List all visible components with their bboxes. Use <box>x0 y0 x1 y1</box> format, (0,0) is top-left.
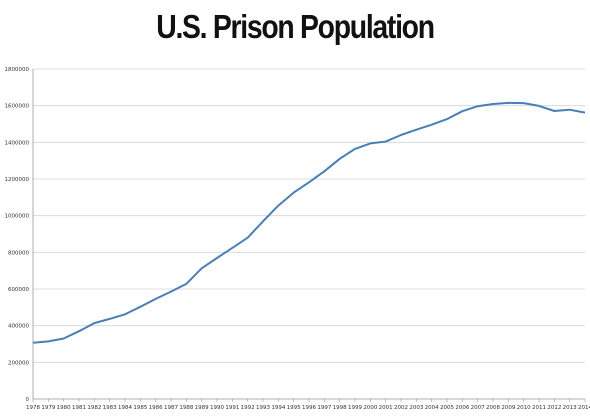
x-tick-label: 2010 <box>517 405 531 411</box>
y-tick-label: 1800000 <box>5 67 30 73</box>
x-tick-label: 1991 <box>225 405 239 411</box>
x-tick-label: 2009 <box>501 405 515 411</box>
data-point <box>385 141 387 143</box>
x-tick-label: 1983 <box>103 405 117 411</box>
x-tick-label: 1998 <box>333 405 347 411</box>
data-point <box>32 342 34 344</box>
y-tick-label: 0 <box>26 397 30 403</box>
data-point <box>507 102 509 104</box>
data-point <box>308 181 310 183</box>
series-line <box>32 101 586 344</box>
data-point <box>553 110 555 112</box>
data-point <box>339 158 341 160</box>
x-tick-label: 1993 <box>256 405 270 411</box>
x-tick-label: 1990 <box>210 405 224 411</box>
x-tick-label: 1997 <box>317 405 331 411</box>
data-point <box>477 105 479 107</box>
y-tick-label: 1000000 <box>5 214 30 220</box>
data-point <box>201 267 203 269</box>
data-point <box>63 338 65 340</box>
x-tick-label: 1980 <box>57 405 71 411</box>
data-point <box>446 118 448 120</box>
data-point <box>431 124 433 126</box>
data-point <box>47 340 49 342</box>
x-tick-label: 1978 <box>26 405 40 411</box>
x-tick-label: 2002 <box>394 405 408 411</box>
data-point <box>247 237 249 239</box>
x-tick-label: 2006 <box>455 405 469 411</box>
x-tick-label: 2013 <box>563 405 577 411</box>
data-point <box>78 330 80 332</box>
data-point <box>231 247 233 249</box>
x-tick-label: 1999 <box>348 405 362 411</box>
series-layer <box>32 101 586 344</box>
data-point <box>93 322 95 324</box>
data-point <box>400 134 402 136</box>
x-tick-label: 1992 <box>241 405 255 411</box>
chart-title: U.S. Prison Population <box>156 8 435 45</box>
y-tick-label: 1600000 <box>5 104 30 110</box>
x-tick-label: 2011 <box>532 405 546 411</box>
x-tick-label: 2003 <box>409 405 423 411</box>
data-point <box>185 283 187 285</box>
y-tick-label: 1400000 <box>5 140 30 146</box>
x-tick-label: 1994 <box>271 405 285 411</box>
data-point <box>584 112 586 114</box>
data-point <box>139 306 141 308</box>
data-point <box>170 291 172 293</box>
x-tick-label: 1986 <box>149 405 163 411</box>
x-tick-label: 2012 <box>547 405 561 411</box>
data-point <box>277 205 279 207</box>
data-point <box>109 318 111 320</box>
data-point <box>124 313 126 315</box>
x-tick-label: 2008 <box>486 405 500 411</box>
y-axis-tick-labels: 0 200000 400000 600000 800000 1000000 1200000 1… <box>5 67 30 403</box>
data-point <box>569 109 571 111</box>
data-point <box>323 170 325 172</box>
x-tick-label: 1988 <box>179 405 193 411</box>
x-tick-label: 1995 <box>287 405 301 411</box>
data-point <box>538 105 540 107</box>
x-tick-label: 1979 <box>41 405 55 411</box>
data-point <box>523 102 525 104</box>
x-tick-label: 2004 <box>425 405 439 411</box>
gridlines <box>32 68 586 402</box>
y-tick-label: 600000 <box>8 287 29 293</box>
y-tick-label: 400000 <box>8 324 29 330</box>
x-tick-label: 2007 <box>471 405 485 411</box>
data-point <box>369 142 371 144</box>
data-point <box>492 103 494 105</box>
data-point <box>293 192 295 194</box>
data-point <box>216 257 218 259</box>
x-axis-tick-labels: 1978 1979 1980 1981 1982 1983 1984 1985 1986 1987… <box>26 405 590 411</box>
data-point <box>354 148 356 150</box>
x-tick-label: 1989 <box>195 405 209 411</box>
y-tick-label: 200000 <box>8 360 29 366</box>
x-tick-label: 1987 <box>164 405 178 411</box>
y-tick-label: 1200000 <box>5 177 30 183</box>
x-tick-label: 2005 <box>440 405 454 411</box>
data-point <box>262 220 264 222</box>
data-point <box>155 298 157 300</box>
data-point <box>415 129 417 131</box>
x-tick-label: 1981 <box>72 405 86 411</box>
x-tick-label: 1985 <box>133 405 147 411</box>
x-tick-label: 2014 <box>578 405 590 411</box>
x-tick-label: 2000 <box>363 405 377 411</box>
data-point <box>461 110 463 112</box>
x-tick-label: 2001 <box>379 405 393 411</box>
x-tick-label: 1996 <box>302 405 316 411</box>
x-tick-label: 1984 <box>118 405 132 411</box>
x-tick-label: 1982 <box>87 405 101 411</box>
y-tick-label: 800000 <box>8 250 29 256</box>
